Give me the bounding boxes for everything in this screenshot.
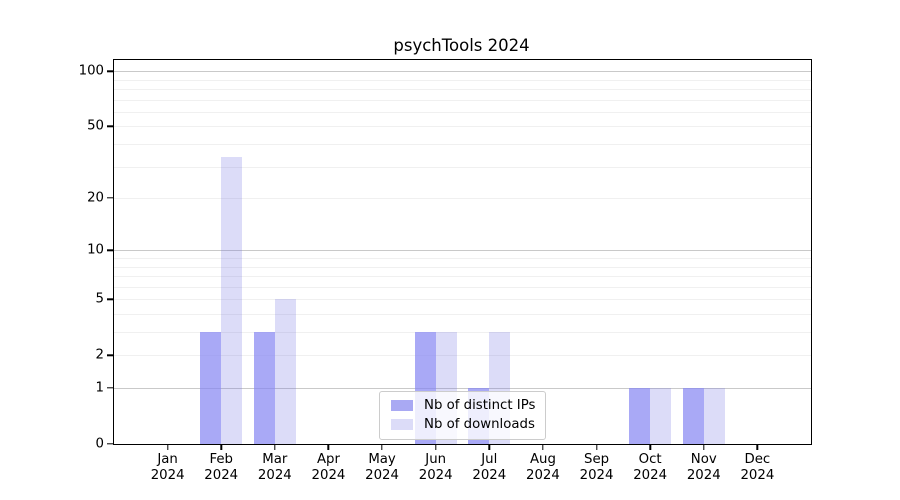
y-ticklabel-1: 1	[95, 380, 104, 396]
x-tickmark-aug	[542, 445, 544, 450]
y-ticklabel-10: 10	[87, 242, 104, 258]
gridline-minor-9	[114, 258, 811, 259]
gridline-minor-6	[114, 286, 811, 288]
legend-label-distinct-ips: Nb of distinct IPs	[424, 398, 536, 413]
y-ticklabel-5: 5	[95, 291, 104, 307]
x-tickmark-feb	[220, 445, 222, 450]
gridline-minor-8	[114, 266, 811, 268]
x-tickmark-nov	[703, 445, 705, 450]
x-ticklabel-aug: Aug 2024	[526, 452, 560, 483]
gridline-minor-3	[114, 332, 811, 334]
bar-downloads-oct	[650, 388, 672, 444]
y-tickmark-20	[107, 197, 113, 199]
x-ticklabel-dec: Dec 2024	[740, 452, 775, 483]
y-ticklabel-100: 100	[78, 63, 104, 79]
bar-distinct-ips-oct	[629, 388, 651, 444]
gridline-minor-80	[114, 89, 811, 91]
gridline-minor-7	[114, 276, 811, 278]
y-ticklabel-20: 20	[87, 190, 104, 206]
x-tickmark-mar	[274, 445, 276, 450]
bar-distinct-ips-feb	[200, 332, 222, 444]
gridline-minor-50	[114, 126, 811, 128]
legend-label-downloads: Nb of downloads	[424, 417, 535, 433]
legend-item-downloads: Nb of downloads	[391, 417, 535, 432]
y-ticklabel-50: 50	[87, 118, 104, 134]
y-ticklabel-0: 0	[95, 436, 104, 452]
gridline-minor-4	[114, 313, 811, 315]
chart-title: psychTools 2024	[393, 36, 530, 55]
x-ticklabel-apr: Apr 2024	[311, 452, 346, 483]
x-ticklabel-may: May 2024	[365, 452, 399, 483]
grid-layer	[114, 60, 811, 444]
y-tickmark-100	[107, 70, 113, 72]
bar-downloads-mar	[274, 299, 296, 444]
x-tickmark-apr	[327, 445, 330, 450]
y-tickmark-2	[107, 354, 113, 356]
axes-layer: 0 1 2 5 10 20 50 100 Jan 2024 Feb 2024 Mar 2024 Apr 202…	[79, 60, 811, 483]
x-ticklabel-jul: Jul 2024	[472, 452, 507, 483]
gridline-minor-20	[114, 198, 811, 200]
x-tickmark-may	[381, 445, 383, 450]
y-tickmark-10	[107, 249, 113, 251]
legend-item-distinct-ips: Nb of distinct IPs	[391, 398, 535, 413]
x-tickmark-jun	[434, 445, 437, 450]
gridline-minor-5	[114, 299, 811, 301]
legend-swatch-downloads-icon	[391, 419, 413, 431]
x-tickmark-sep	[595, 445, 598, 450]
x-ticklabel-sep: Sep 2024	[579, 452, 614, 483]
x-ticklabel-mar: Mar 2024	[257, 452, 292, 483]
gridline-major-10	[114, 250, 811, 252]
gridline-minor-2	[114, 355, 811, 357]
gridline-minor-70	[114, 99, 811, 101]
gridline-major-1	[114, 388, 811, 389]
gridline-minor-60	[114, 111, 811, 113]
bar-distinct-ips-mar	[253, 332, 275, 444]
x-ticklabel-feb: Feb 2024	[204, 452, 239, 483]
legend: Nb of distinct IPs Nb of downloads	[379, 391, 547, 440]
x-ticklabel-jun: Jun 2024	[418, 452, 453, 483]
gridline-major-100	[114, 71, 811, 73]
bar-downloads-nov	[703, 388, 725, 444]
gridline-minor-90	[114, 79, 811, 81]
y-ticklabel-2: 2	[95, 347, 104, 363]
gridline-minor-40	[114, 144, 811, 146]
x-tickmark-oct	[649, 445, 651, 450]
bar-downloads-feb	[221, 156, 243, 444]
y-tickmark-1	[107, 387, 113, 389]
y-tickmark-50	[107, 125, 113, 128]
gridline-minor-30	[114, 166, 811, 168]
x-tickmark-jan	[166, 445, 169, 450]
x-tickmark-jul	[488, 445, 490, 450]
plot-area: 0 1 2 5 10 20 50 100 Jan 2024 Feb 2024 Mar 2024 Apr 202…	[79, 59, 812, 483]
x-tickmark-dec	[756, 445, 759, 450]
y-tickmark-5	[107, 298, 113, 300]
x-ticklabel-nov: Nov 2024	[686, 452, 721, 483]
legend-swatch-distinct-ips-icon	[391, 400, 413, 412]
bar-distinct-ips-nov	[682, 388, 704, 444]
x-ticklabel-oct: Oct 2024	[633, 452, 668, 483]
x-ticklabel-jan: Jan 2024	[150, 452, 185, 483]
y-tickmark-0	[107, 443, 113, 445]
